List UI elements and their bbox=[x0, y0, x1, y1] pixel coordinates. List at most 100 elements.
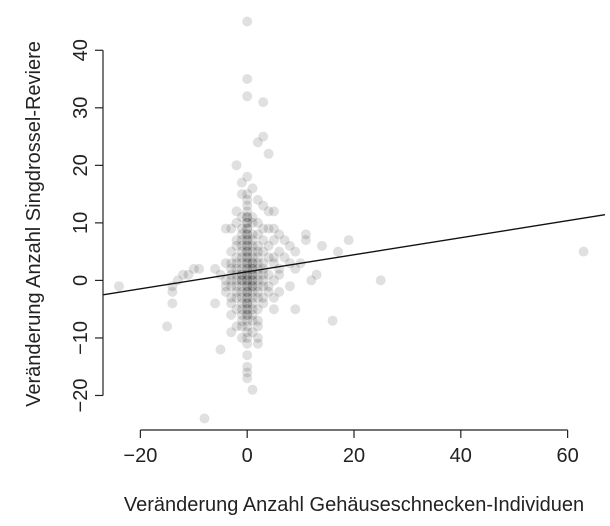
data-point bbox=[317, 240, 327, 251]
data-point bbox=[210, 298, 221, 309]
data-point bbox=[220, 286, 231, 297]
x-tick-label: 40 bbox=[450, 445, 472, 467]
data-point bbox=[242, 252, 253, 263]
data-point bbox=[188, 263, 199, 274]
data-point bbox=[220, 223, 231, 234]
data-point bbox=[231, 235, 242, 246]
data-point bbox=[268, 206, 279, 217]
data-point bbox=[247, 315, 258, 326]
data-point bbox=[183, 269, 194, 280]
data-point bbox=[258, 246, 269, 257]
data-point bbox=[343, 235, 354, 246]
data-point bbox=[258, 131, 269, 142]
data-point bbox=[226, 292, 237, 303]
data-point bbox=[231, 263, 242, 274]
data-point bbox=[252, 194, 263, 205]
data-point bbox=[242, 298, 253, 309]
data-point bbox=[242, 281, 253, 292]
data-point bbox=[226, 327, 237, 338]
data-point bbox=[247, 183, 258, 194]
data-point bbox=[252, 217, 263, 228]
data-point bbox=[231, 258, 242, 269]
data-point bbox=[242, 304, 253, 315]
data-point bbox=[327, 315, 338, 326]
data-point bbox=[300, 229, 311, 240]
data-point bbox=[236, 292, 247, 303]
data-point bbox=[578, 246, 589, 257]
data-point bbox=[210, 263, 221, 274]
data-point bbox=[252, 332, 263, 343]
data-point bbox=[242, 252, 253, 263]
data-point bbox=[252, 292, 263, 303]
y-tick-label: −20 bbox=[70, 379, 92, 413]
data-point bbox=[258, 223, 269, 234]
data-point bbox=[263, 240, 274, 251]
data-point bbox=[242, 275, 253, 286]
data-point bbox=[242, 304, 253, 315]
data-point bbox=[220, 275, 231, 286]
data-point bbox=[231, 252, 242, 263]
data-point bbox=[279, 235, 290, 246]
data-point bbox=[247, 229, 258, 240]
data-point bbox=[252, 321, 263, 332]
data-point bbox=[279, 252, 290, 263]
data-point bbox=[247, 298, 258, 309]
data-point bbox=[242, 223, 253, 234]
data-point bbox=[242, 229, 253, 240]
data-point bbox=[114, 281, 124, 292]
data-point bbox=[247, 292, 258, 303]
data-point bbox=[231, 281, 242, 292]
data-point bbox=[220, 258, 231, 269]
data-point bbox=[252, 258, 263, 269]
data-point bbox=[268, 235, 279, 246]
data-point bbox=[252, 246, 263, 257]
data-point bbox=[274, 229, 285, 240]
data-point bbox=[231, 275, 242, 286]
data-point bbox=[178, 269, 189, 280]
data-point bbox=[242, 217, 253, 228]
data-point bbox=[231, 321, 242, 332]
data-point bbox=[290, 304, 301, 315]
data-point bbox=[306, 275, 317, 286]
data-point bbox=[194, 263, 205, 274]
data-point bbox=[252, 281, 263, 292]
data-point bbox=[252, 286, 263, 297]
data-point bbox=[226, 309, 237, 320]
data-point bbox=[247, 309, 258, 320]
data-point bbox=[268, 223, 279, 234]
data-point bbox=[242, 240, 253, 251]
data-point bbox=[258, 298, 269, 309]
data-point bbox=[242, 217, 253, 228]
data-point bbox=[236, 315, 247, 326]
data-point bbox=[333, 246, 343, 257]
y-tick-label: 40 bbox=[70, 39, 92, 61]
data-point bbox=[242, 240, 253, 251]
data-point bbox=[252, 229, 263, 240]
data-point bbox=[167, 298, 178, 309]
data-point bbox=[274, 269, 285, 280]
data-point bbox=[226, 263, 237, 274]
data-point bbox=[258, 275, 269, 286]
data-point bbox=[215, 344, 226, 355]
data-point bbox=[236, 332, 247, 343]
data-point bbox=[231, 160, 242, 171]
data-point bbox=[242, 286, 253, 297]
x-tick-label: −20 bbox=[123, 445, 157, 467]
data-point bbox=[242, 309, 253, 320]
data-point bbox=[252, 304, 263, 315]
y-tick-label: 30 bbox=[70, 97, 92, 119]
data-point bbox=[252, 315, 263, 326]
data-point bbox=[226, 246, 237, 257]
data-point bbox=[247, 275, 258, 286]
data-point bbox=[263, 286, 274, 297]
data-points bbox=[114, 16, 589, 424]
data-point bbox=[236, 177, 247, 188]
data-point bbox=[231, 206, 242, 217]
y-axis-ticks: −20 −10 0 10 20 30 40 bbox=[70, 39, 103, 412]
data-point bbox=[263, 148, 274, 159]
data-point bbox=[242, 327, 253, 338]
data-point bbox=[242, 212, 253, 223]
x-tick-label: 60 bbox=[556, 445, 578, 467]
data-point bbox=[242, 206, 253, 217]
data-point bbox=[231, 240, 242, 251]
